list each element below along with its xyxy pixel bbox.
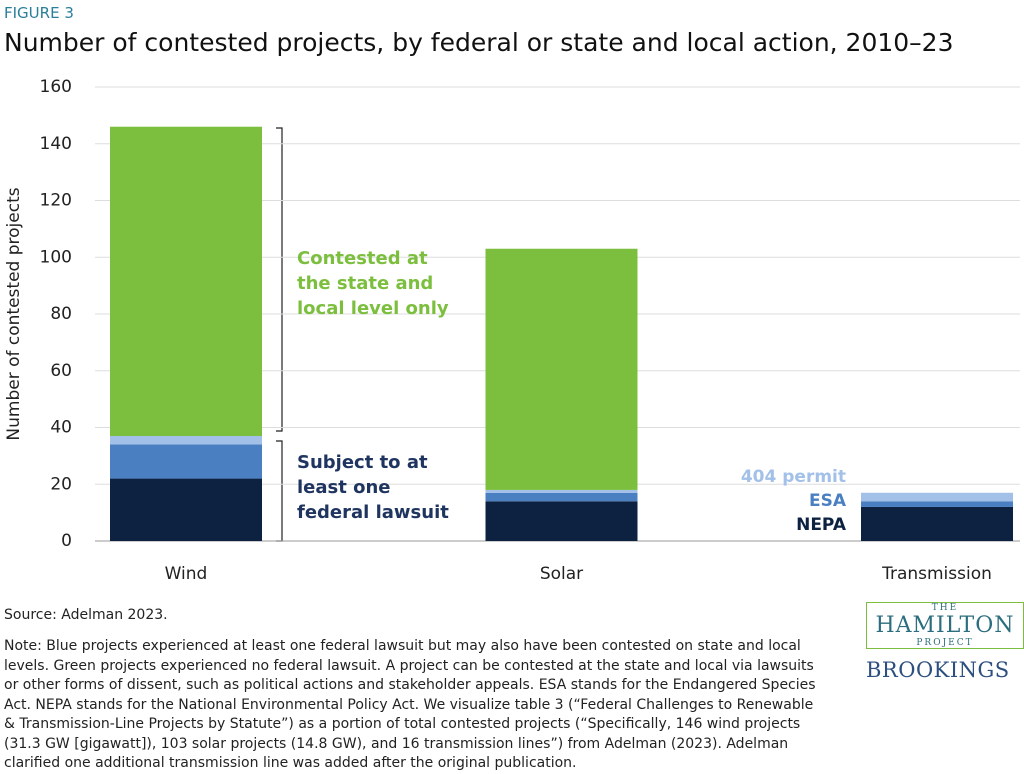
bar-segment bbox=[110, 444, 262, 479]
figure-label: FIGURE 3 bbox=[4, 4, 74, 22]
y-tick-label: 100 bbox=[40, 247, 72, 267]
chart-title: Number of contested projects, by federal… bbox=[4, 28, 954, 57]
legend-label: 404 permit bbox=[740, 467, 846, 487]
bracket bbox=[276, 440, 283, 542]
bar-segment bbox=[110, 478, 262, 541]
x-tick-label: Transmission bbox=[881, 564, 992, 584]
source: Source: Adelman 2023. bbox=[4, 607, 168, 623]
x-tick-label: Solar bbox=[540, 564, 583, 584]
bar-segment bbox=[110, 126, 262, 437]
bar-segment bbox=[485, 489, 638, 493]
bar-segment bbox=[485, 248, 638, 490]
y-tick-label: 140 bbox=[40, 134, 72, 154]
bracket bbox=[276, 127, 283, 432]
legend-label: NEPA bbox=[796, 515, 846, 535]
y-tick-label: 160 bbox=[40, 77, 72, 97]
note: Note: Blue projects experienced at least… bbox=[4, 638, 816, 771]
bar-segment bbox=[861, 492, 1013, 502]
legend-label: ESA bbox=[808, 491, 846, 511]
logo-text: THE bbox=[931, 603, 959, 613]
y-tick-label: 0 bbox=[61, 531, 72, 551]
y-tick-label: 80 bbox=[50, 304, 72, 324]
bar-segment bbox=[485, 501, 638, 541]
logo: THE HAMILTON PROJECT bbox=[866, 602, 1024, 649]
bar-segment bbox=[485, 492, 638, 502]
y-tick-label: 60 bbox=[50, 361, 72, 381]
logo-text: PROJECT bbox=[916, 638, 974, 648]
x-tick-label: Wind bbox=[165, 564, 208, 584]
bar-segment bbox=[861, 506, 1013, 541]
y-tick-label: 40 bbox=[50, 418, 72, 438]
bar-segment bbox=[110, 436, 262, 445]
series-label: Contested at the state and local level o… bbox=[297, 248, 449, 319]
logo-text: HAMILTON bbox=[875, 613, 1015, 638]
y-tick-label: 20 bbox=[50, 474, 72, 494]
annotation: Subject to at least one federal lawsuit bbox=[297, 452, 449, 523]
y-tick-label: 120 bbox=[40, 191, 72, 211]
y-axis-label: Number of contested projects bbox=[4, 187, 24, 440]
logo: BROOKINGS bbox=[866, 658, 1010, 682]
bar-segment bbox=[861, 501, 1013, 507]
